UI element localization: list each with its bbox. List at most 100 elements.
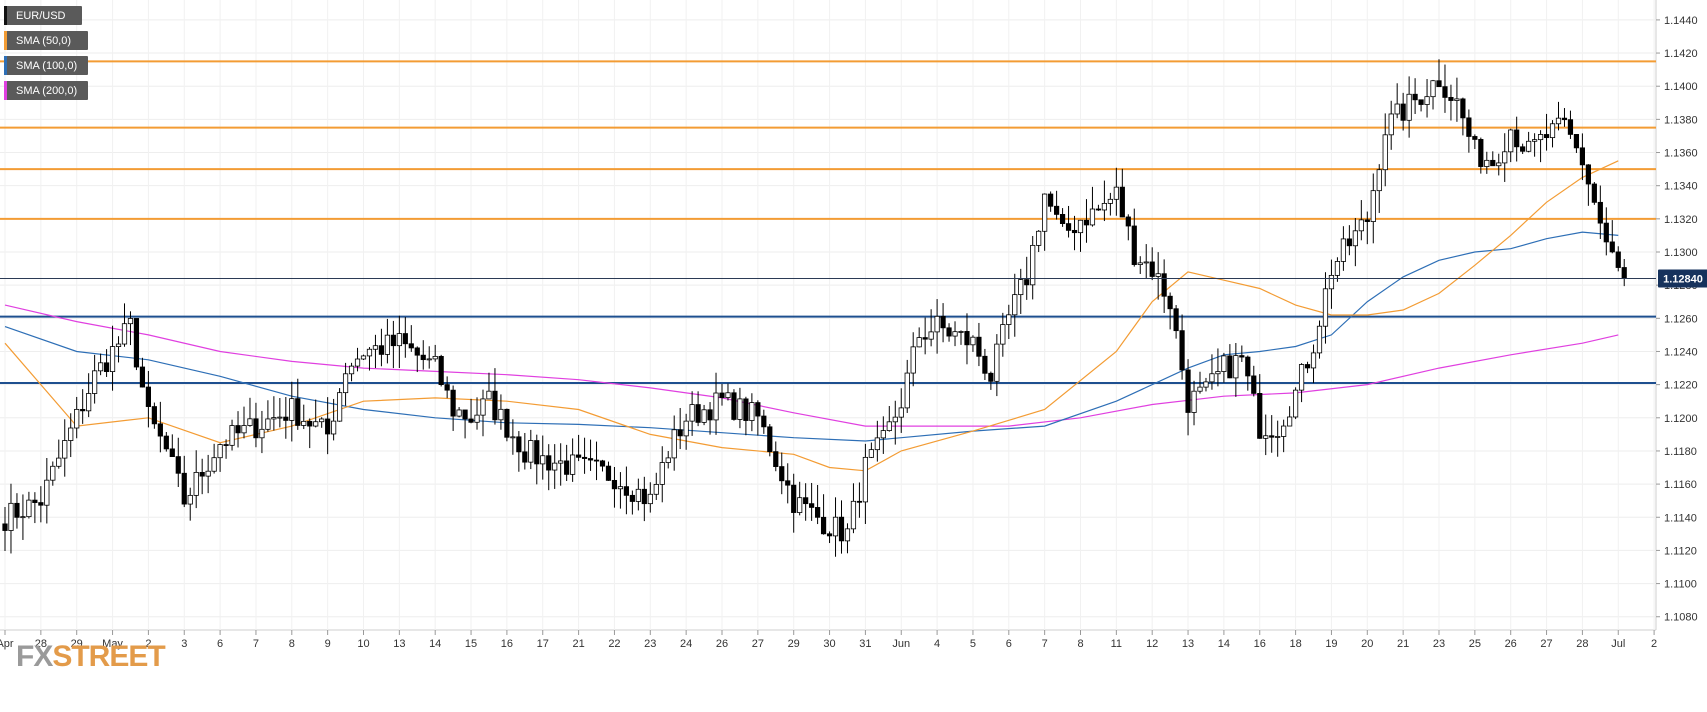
y-tick-label: 1.1180 xyxy=(1664,446,1697,458)
candle xyxy=(1520,143,1526,155)
candle xyxy=(522,432,528,470)
candle xyxy=(719,383,725,406)
candle-body xyxy=(916,337,922,348)
candle-body xyxy=(1077,219,1084,234)
candles xyxy=(2,59,1627,557)
candle xyxy=(26,491,32,519)
candle-body xyxy=(1537,134,1544,141)
candle-body xyxy=(1245,356,1251,377)
candle xyxy=(1478,137,1484,174)
candle xyxy=(74,396,80,439)
candle xyxy=(1364,211,1370,245)
candle xyxy=(1030,235,1036,300)
candle xyxy=(474,397,480,430)
candle-body xyxy=(354,358,361,367)
candle xyxy=(1048,191,1054,212)
candle xyxy=(785,463,791,504)
candle-body xyxy=(253,418,259,439)
candle-body xyxy=(1310,352,1317,369)
legend-item-sma100[interactable]: SMA (100,0) xyxy=(4,56,88,75)
candle-body xyxy=(1006,314,1012,325)
candle xyxy=(1125,214,1131,241)
candle-body xyxy=(1149,261,1155,277)
candle xyxy=(205,454,211,494)
candle xyxy=(1161,259,1167,313)
x-tick-label: 11 xyxy=(1111,638,1122,650)
legend-label-sma200: SMA (200,0) xyxy=(16,84,78,97)
legend-item-eurusd[interactable]: EUR/USD xyxy=(4,6,82,25)
candle-body xyxy=(1406,93,1412,121)
candle-body xyxy=(683,420,689,437)
candle xyxy=(803,483,809,521)
candle-body xyxy=(235,425,241,434)
candle xyxy=(695,391,701,427)
candle xyxy=(480,389,486,437)
candle-body xyxy=(856,500,863,503)
candle xyxy=(127,311,134,346)
candle xyxy=(390,320,396,369)
candle-body xyxy=(62,440,68,459)
legend-item-sma50[interactable]: SMA (50,0) xyxy=(4,31,88,50)
candle xyxy=(157,401,163,453)
candle-body xyxy=(1514,129,1520,148)
candle xyxy=(1555,101,1562,131)
candle-body xyxy=(1018,279,1024,296)
candle-body xyxy=(1269,435,1275,438)
candle xyxy=(372,334,379,369)
candle-body xyxy=(570,454,576,475)
candle-body xyxy=(1161,273,1167,297)
candle-body xyxy=(629,494,635,502)
x-tick-label: 16 xyxy=(501,638,513,650)
candle-body xyxy=(1328,274,1335,290)
candle-body xyxy=(1137,262,1143,265)
candle-body xyxy=(910,346,916,374)
candle xyxy=(1143,244,1149,279)
candle xyxy=(1006,304,1012,340)
candle xyxy=(468,398,474,424)
candle xyxy=(898,388,904,433)
candle xyxy=(647,482,653,513)
candle xyxy=(1042,193,1048,251)
x-tick-label: Jul xyxy=(1611,638,1625,650)
candle xyxy=(970,335,976,352)
candle-body xyxy=(1233,355,1239,379)
legend-item-sma200[interactable]: SMA (200,0) xyxy=(4,81,88,100)
x-tick-label: 6 xyxy=(217,638,223,650)
candle xyxy=(1179,314,1185,380)
candle xyxy=(1227,344,1233,379)
candle-body xyxy=(1155,273,1161,277)
candle-body xyxy=(348,365,355,375)
candle xyxy=(528,429,534,470)
candle xyxy=(1448,84,1454,121)
candle xyxy=(1322,272,1329,344)
x-tick-label: 25 xyxy=(1469,638,1481,650)
candle xyxy=(516,431,522,472)
candle-body xyxy=(820,516,827,535)
x-tick-label: 30 xyxy=(823,638,835,650)
candle xyxy=(1454,77,1460,122)
candle-body xyxy=(1107,198,1113,204)
candle xyxy=(450,385,456,431)
candle-body xyxy=(1095,208,1102,211)
x-tick-label: Apr xyxy=(0,638,14,650)
candle-body xyxy=(540,455,546,465)
candle xyxy=(115,336,122,363)
candle xyxy=(163,432,169,452)
candle xyxy=(14,493,20,529)
candle-body xyxy=(593,459,600,462)
candle-body xyxy=(510,436,516,439)
candle xyxy=(1597,185,1603,239)
candle xyxy=(1567,110,1574,139)
candle xyxy=(683,413,689,450)
legend-swatch xyxy=(4,6,7,25)
candle-body xyxy=(1555,117,1562,125)
candle xyxy=(1245,355,1251,391)
candle xyxy=(1191,380,1197,426)
candle xyxy=(737,387,743,429)
candle-body xyxy=(988,372,994,382)
candle-body xyxy=(1466,117,1472,137)
candle xyxy=(193,450,199,509)
candle-body xyxy=(982,355,988,374)
candle xyxy=(1346,225,1352,256)
candle xyxy=(1370,173,1376,244)
